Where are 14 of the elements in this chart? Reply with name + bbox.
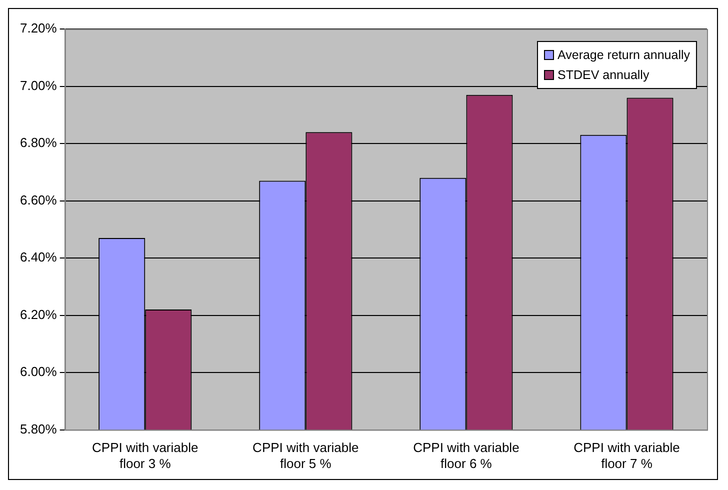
y-tick-label: 6.00% [20, 364, 58, 380]
y-tick-label: 6.20% [20, 306, 58, 322]
x-tick-label: CPPI with variable floor 5 % [252, 440, 359, 471]
y-tick-label: 5.80% [20, 421, 58, 436]
x-tick-label: CPPI with variable floor 6 % [413, 440, 520, 471]
x-tick-label: CPPI with variable floor 7 % [574, 440, 680, 471]
y-tick-label: 6.40% [20, 250, 58, 265]
y-tick-label: 6.60% [20, 192, 58, 208]
y-tick-label: 7.00% [20, 78, 58, 93]
y-tick-label: 6.80% [20, 135, 58, 150]
legend-label: Average return annually [558, 47, 690, 64]
y-tick-label: 7.20% [20, 20, 58, 36]
x-tick-label: CPPI with variable floor 3 % [92, 440, 198, 471]
legend-label: STDEV annually [558, 67, 650, 84]
